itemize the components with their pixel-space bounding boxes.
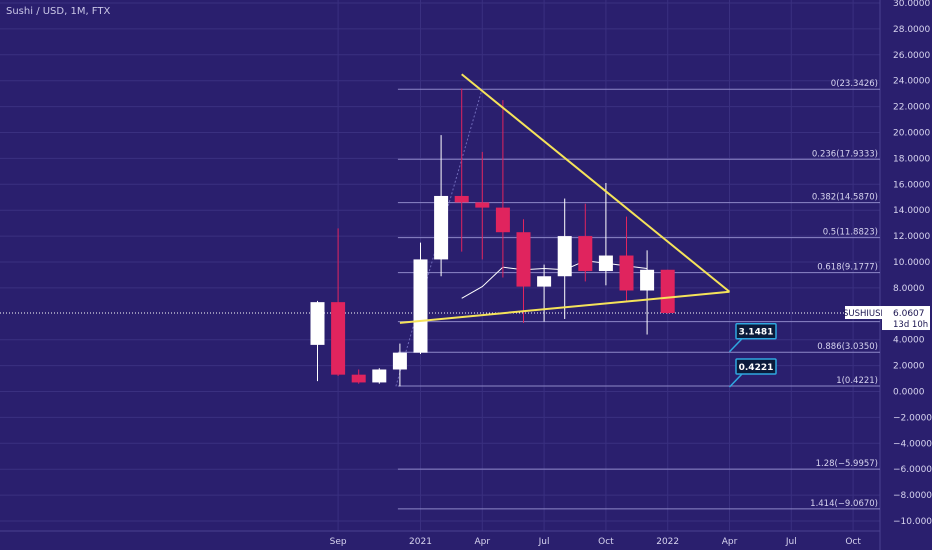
time-axis-tick-label: 2022 bbox=[656, 537, 679, 547]
candle-down bbox=[331, 302, 346, 375]
price-axis-tick-label: −8.0000 bbox=[893, 491, 932, 501]
time-axis-tick-label: Oct bbox=[598, 537, 614, 547]
callout-label: 3.1481 bbox=[739, 328, 774, 338]
fib-level-label: 0.382(14.5870) bbox=[812, 193, 878, 203]
price-tag-bg bbox=[882, 306, 930, 331]
callout-pointer bbox=[728, 373, 743, 388]
price-axis-tick-label: 26.0000 bbox=[893, 51, 930, 61]
fib-level-label: 1(0.4221) bbox=[836, 376, 878, 386]
price-axis-tick-label: 18.0000 bbox=[893, 154, 930, 164]
candle-down bbox=[495, 207, 510, 233]
price-axis-tick-label: 8.0000 bbox=[893, 284, 925, 294]
candle-down bbox=[475, 202, 490, 208]
candle-up bbox=[640, 269, 655, 291]
price-axis-tick-label: 0.0000 bbox=[893, 388, 925, 398]
price-axis-tick-label: 20.0000 bbox=[893, 129, 930, 139]
fib-level-label: 1.28(−5.9957) bbox=[816, 459, 878, 469]
candle-up bbox=[537, 276, 552, 287]
price-axis-tick-label: −2.0000 bbox=[893, 413, 932, 423]
candle-up bbox=[413, 259, 428, 353]
candle-down bbox=[351, 374, 366, 383]
candle-down bbox=[619, 255, 634, 291]
candle-up bbox=[392, 352, 407, 370]
candle-up bbox=[598, 255, 613, 272]
time-axis-tick-label: Jul bbox=[538, 537, 550, 547]
fib-level-label: 0.618(9.1777) bbox=[817, 263, 878, 273]
symbol-tag: SUSHIUSD bbox=[843, 309, 888, 319]
price-axis-tick-label: −4.0000 bbox=[893, 439, 932, 449]
price-axis-tick-label: −6.0000 bbox=[893, 465, 932, 475]
price-axis-tick-label: 16.0000 bbox=[893, 180, 930, 190]
time-axis-tick-label: Oct bbox=[845, 537, 861, 547]
time-axis-tick-label: Jul bbox=[785, 537, 797, 547]
price-axis-tick-label: −10.0000 bbox=[893, 517, 932, 527]
time-axis-tick-label: Sep bbox=[330, 537, 347, 547]
candle-down bbox=[516, 232, 531, 287]
candle-down bbox=[660, 269, 675, 314]
price-axis-tick-label: 30.0000 bbox=[893, 0, 930, 9]
candle-up bbox=[372, 369, 387, 383]
time-axis-tick-label: 2021 bbox=[409, 537, 432, 547]
candle-up bbox=[557, 236, 572, 277]
price-tag-value: 6.0607 bbox=[893, 309, 925, 319]
price-tag-countdown: 13d 10h bbox=[893, 320, 928, 330]
fib-level-label: 0.886(3.0350) bbox=[817, 342, 878, 352]
chart-title: Sushi / USD, 1M, FTX bbox=[6, 6, 111, 17]
trendline-upper bbox=[461, 73, 731, 293]
price-axis-tick-label: 10.0000 bbox=[893, 258, 930, 268]
price-axis-tick-label: 4.0000 bbox=[893, 336, 925, 346]
callout-box bbox=[735, 358, 777, 375]
fib-level-label: 1.414(−9.0670) bbox=[810, 499, 878, 509]
candle-down bbox=[454, 195, 469, 203]
candle-down bbox=[578, 236, 593, 272]
callout-box bbox=[735, 322, 777, 340]
price-axis-tick-label: 14.0000 bbox=[893, 206, 930, 216]
price-axis-tick-label: 28.0000 bbox=[893, 25, 930, 35]
moving-average-line bbox=[461, 260, 648, 299]
time-axis-tick-label: Apr bbox=[722, 537, 738, 547]
price-axis-tick-label: 12.0000 bbox=[893, 232, 930, 242]
fib-level-label: 0(23.3426) bbox=[831, 79, 878, 89]
time-axis-tick-label: Apr bbox=[475, 537, 491, 547]
candle-up bbox=[434, 195, 449, 260]
candle-up bbox=[310, 302, 325, 345]
callout-label: 0.4221 bbox=[739, 363, 774, 373]
symbol-tag-bg bbox=[845, 306, 885, 320]
price-axis-tick-label: 2.0000 bbox=[893, 362, 925, 372]
fib-level-label: 0.236(17.9333) bbox=[812, 149, 878, 159]
callout-pointer bbox=[728, 338, 743, 353]
fib-level-label: 0.5(11.8823) bbox=[823, 228, 878, 238]
price-axis-tick-label: 22.0000 bbox=[893, 103, 930, 113]
price-axis-tick-label: 24.0000 bbox=[893, 77, 930, 87]
trendline-lower bbox=[399, 290, 730, 324]
